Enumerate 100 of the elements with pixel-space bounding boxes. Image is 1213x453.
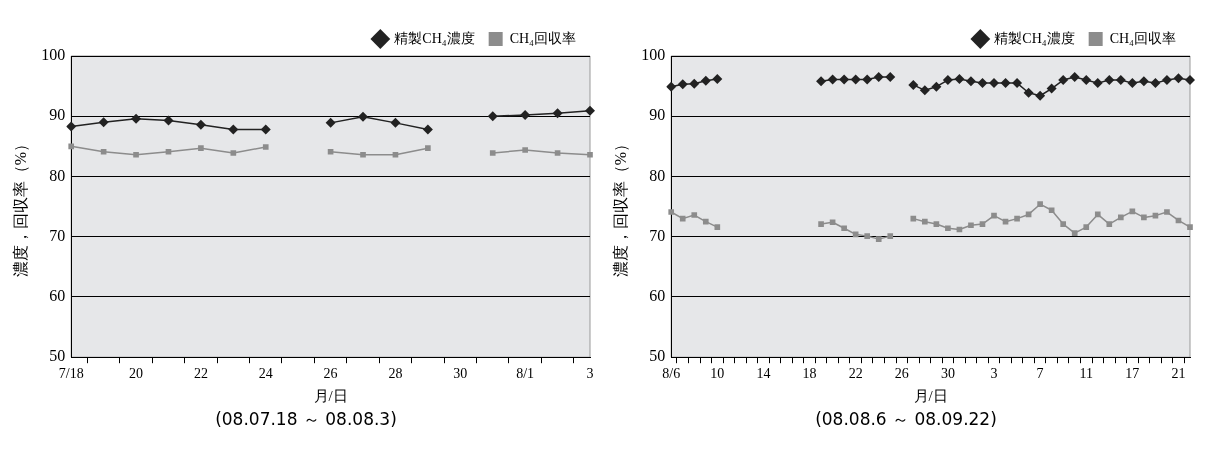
x-tick-label: 10: [710, 366, 725, 382]
point: [977, 78, 988, 89]
legend-label: CH₄回収率: [1109, 30, 1177, 46]
point: [989, 78, 1000, 89]
point: [862, 74, 873, 85]
x-tick-label: 26: [894, 366, 909, 382]
point: [873, 72, 884, 83]
point: [163, 115, 174, 126]
point: [679, 215, 686, 222]
x-axis-title: 月/日: [313, 387, 348, 404]
point: [885, 72, 896, 83]
legend-label: CH₄回収率: [509, 30, 577, 46]
point: [968, 222, 974, 229]
point: [942, 75, 953, 86]
point: [489, 150, 496, 156]
point: [691, 212, 698, 218]
point: [1058, 75, 1069, 86]
point: [910, 215, 917, 222]
point: [712, 73, 723, 84]
point: [422, 124, 433, 135]
x-tick-label: 30: [940, 366, 955, 382]
point: [1069, 72, 1080, 83]
point: [520, 110, 531, 121]
x-tick-label: 21: [1171, 366, 1186, 382]
point: [979, 221, 986, 227]
point: [390, 117, 401, 128]
point: [230, 150, 237, 156]
point: [554, 150, 561, 156]
point: [195, 119, 206, 130]
point: [358, 111, 369, 122]
point: [1106, 221, 1113, 227]
x-tick-label: 11: [1079, 366, 1093, 382]
point: [1094, 211, 1101, 218]
point: [919, 85, 930, 96]
point: [841, 225, 847, 232]
y-tick-label: 60: [49, 287, 66, 305]
point: [522, 147, 528, 153]
x-tick-label: 24: [258, 366, 273, 382]
point: [68, 143, 75, 150]
y-tick-label: 100: [641, 46, 666, 64]
point: [392, 151, 399, 158]
legend-label: 精製CH₄濃度: [394, 30, 475, 46]
point: [816, 76, 827, 87]
point: [1185, 75, 1195, 86]
point: [875, 236, 882, 242]
point: [839, 74, 850, 85]
y-tick-label: 60: [649, 287, 666, 305]
point: [262, 144, 269, 150]
point: [1012, 78, 1023, 89]
point: [66, 121, 77, 132]
y-tick-label: 80: [49, 166, 66, 184]
point: [1048, 207, 1055, 214]
point: [131, 113, 142, 124]
point: [1083, 224, 1090, 230]
text: (08.08.6 ～ 08.09.22): [814, 408, 998, 431]
point: [1000, 78, 1011, 89]
y-tick-label: 70: [649, 226, 666, 244]
point: [1164, 209, 1170, 215]
point: [818, 221, 824, 227]
x-tick-label: 22: [193, 366, 208, 382]
point: [850, 74, 861, 85]
y-tick-label: 100: [41, 46, 66, 64]
point: [165, 148, 172, 155]
point: [228, 124, 239, 135]
y-tick-label: 50: [49, 347, 66, 365]
y-axis-title: 濃度，回収率（%）: [11, 135, 29, 278]
point: [1037, 201, 1043, 208]
point: [1081, 75, 1092, 86]
point: [325, 117, 336, 128]
point: [487, 111, 498, 122]
point: [198, 145, 204, 151]
point: [668, 209, 675, 215]
text: (08.07.18 ～ 08.08.3): [214, 408, 398, 431]
point: [829, 219, 836, 226]
point: [360, 151, 366, 158]
point: [922, 218, 928, 225]
point: [587, 151, 593, 158]
point: [954, 73, 965, 84]
point: [1046, 83, 1057, 94]
point: [1092, 78, 1103, 89]
x-tick-label: 30: [453, 366, 468, 382]
point: [133, 151, 139, 158]
point: [887, 233, 894, 239]
point: [1161, 75, 1172, 86]
point: [666, 81, 677, 92]
point: [1060, 221, 1067, 227]
point: [585, 105, 595, 116]
point: [1187, 224, 1193, 230]
x-tick-label: 7/18: [58, 366, 84, 382]
legend-label: 精製CH₄濃度: [994, 30, 1075, 46]
point: [1023, 87, 1034, 98]
y-axis-title: 濃度，回収率（%）: [611, 135, 629, 278]
x-tick-label: 20: [129, 366, 144, 382]
point: [864, 233, 871, 239]
point: [852, 231, 859, 238]
y-tick-label: 90: [649, 106, 666, 124]
point: [689, 78, 700, 89]
y-tick-label: 80: [649, 166, 666, 184]
point: [552, 108, 563, 119]
point: [1127, 78, 1138, 89]
